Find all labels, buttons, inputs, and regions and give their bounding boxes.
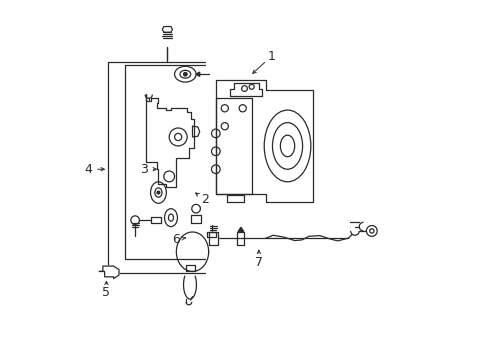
Polygon shape xyxy=(99,266,119,279)
Ellipse shape xyxy=(272,123,302,169)
Text: 4: 4 xyxy=(84,163,92,176)
Text: 6: 6 xyxy=(172,233,180,246)
Text: 5: 5 xyxy=(102,287,110,300)
Polygon shape xyxy=(215,98,251,194)
Polygon shape xyxy=(215,80,312,202)
Polygon shape xyxy=(230,83,262,96)
Polygon shape xyxy=(186,265,195,271)
Polygon shape xyxy=(238,227,244,231)
Circle shape xyxy=(183,72,187,76)
Text: 7: 7 xyxy=(254,256,263,269)
Circle shape xyxy=(157,191,160,194)
Polygon shape xyxy=(206,232,215,237)
Polygon shape xyxy=(190,215,201,223)
Polygon shape xyxy=(208,232,217,244)
Text: 2: 2 xyxy=(201,193,208,206)
Text: 1: 1 xyxy=(267,50,275,63)
Polygon shape xyxy=(196,72,199,76)
Ellipse shape xyxy=(264,110,310,182)
Polygon shape xyxy=(145,94,194,187)
Text: 3: 3 xyxy=(140,163,148,176)
